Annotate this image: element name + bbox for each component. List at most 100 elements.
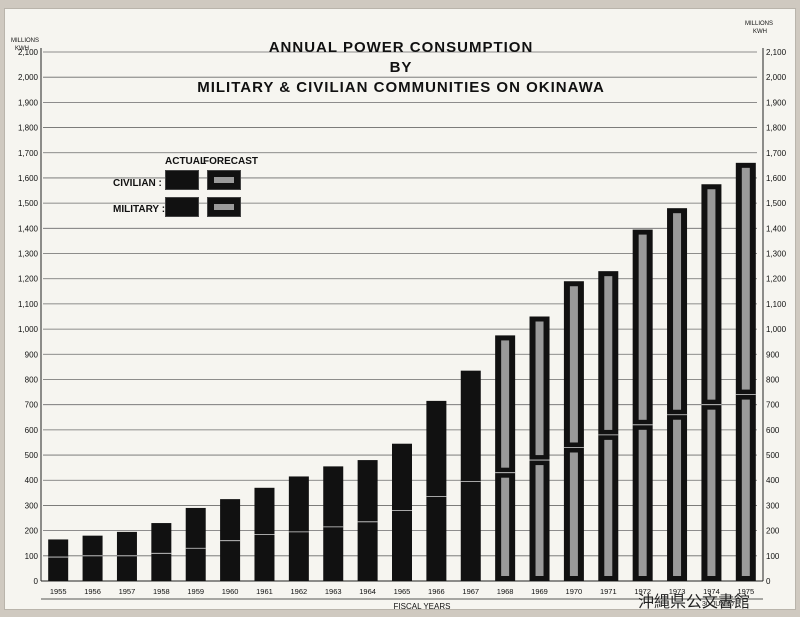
y-tick-label-left: 800	[25, 375, 39, 384]
y-tick-label-right: 600	[766, 426, 780, 435]
x-tick-label: 1972	[634, 587, 651, 596]
bar-civilian-forecast	[501, 340, 510, 468]
y-tick-label-left: 1,800	[18, 124, 39, 133]
y-tick-label-right: 700	[766, 401, 780, 410]
x-tick-label: 1974	[703, 587, 720, 596]
y-tick-label-right: 300	[766, 501, 780, 510]
x-axis-label: FISCAL YEARS	[394, 602, 451, 609]
x-tick-label: 1959	[187, 587, 204, 596]
bar-civilian-forecast	[673, 213, 682, 410]
y-tick-label-left: 500	[25, 451, 39, 460]
legend-actual-header: ACTUAL	[165, 156, 207, 167]
bar-military	[82, 555, 103, 581]
y-tick-label-right: 200	[766, 527, 780, 536]
bar-military	[185, 548, 206, 581]
y-tick-label-left: 0	[34, 577, 39, 586]
y-axis-label-left: MILLIONS	[11, 38, 39, 44]
y-tick-label-left: 2,000	[18, 73, 39, 82]
bar-military	[288, 531, 309, 581]
x-tick-label: 1956	[84, 587, 101, 596]
bar-civilian	[48, 539, 69, 558]
chart-title-line3: MILITARY & CIVILIAN COMMUNITIES ON OKINA…	[197, 79, 605, 96]
x-tick-label: 1964	[359, 587, 376, 596]
y-tick-label-right: 1,000	[766, 325, 787, 334]
archive-watermark: 沖縄県公文書館	[638, 592, 751, 611]
bar-civilian-forecast	[741, 167, 750, 390]
y-tick-label-left: 1,600	[18, 174, 39, 183]
y-axis-label-right-unit: KWH	[753, 29, 767, 35]
bar-military-forecast	[741, 399, 750, 576]
x-tick-label: 1969	[531, 587, 548, 596]
chart-title-line2: BY	[389, 59, 413, 76]
bar-military-forecast	[535, 465, 544, 576]
legend-civilian-label: CIVILIAN :	[113, 178, 162, 189]
bar-military-forecast	[501, 477, 510, 576]
bar-civilian	[151, 523, 172, 554]
bar-civilian	[288, 476, 309, 532]
y-tick-label-right: 2,000	[766, 73, 787, 82]
x-tick-label: 1975	[737, 587, 754, 596]
y-tick-label-right: 1,700	[766, 149, 787, 158]
bar-civilian-forecast	[604, 276, 613, 430]
y-tick-label-right: 1,800	[766, 124, 787, 133]
x-tick-label: 1957	[119, 587, 136, 596]
x-tick-label: 1961	[256, 587, 273, 596]
y-tick-label-right: 1,100	[766, 300, 787, 309]
bar-civilian	[116, 531, 137, 556]
legend-military-label: MILITARY :	[113, 204, 166, 215]
bar-civilian	[254, 487, 275, 535]
date-stamp: 30 JUN 67	[702, 601, 736, 608]
x-tick-label: 1968	[497, 587, 514, 596]
x-tick-label: 1958	[153, 587, 170, 596]
x-tick-label: 1971	[600, 587, 617, 596]
y-tick-label-right: 1,600	[766, 174, 787, 183]
bar-civilian-forecast	[535, 321, 544, 456]
chart-title-line1: ANNUAL POWER CONSUMPTION	[268, 39, 534, 56]
y-tick-label-right: 2,100	[766, 48, 787, 57]
bar-civilian-forecast	[707, 189, 716, 400]
y-tick-label-right: 1,200	[766, 275, 787, 284]
y-tick-label-left: 1,000	[18, 325, 39, 334]
y-tick-label-left: 1,300	[18, 250, 39, 259]
chart-board: 0 100 200 300 400 500 600 700 800 900 1,000 1,100 1,…	[4, 8, 796, 610]
bar-civilian-forecast	[569, 286, 578, 443]
bar-civilian	[323, 466, 344, 527]
bar-military	[48, 557, 69, 581]
x-tick-label: 1966	[428, 587, 445, 596]
y-tick-label-left: 100	[25, 552, 39, 561]
x-tick-label: 1960	[222, 587, 239, 596]
bar-military	[460, 481, 481, 581]
y-tick-label-right: 100	[766, 552, 780, 561]
x-tick-label: 1973	[669, 587, 686, 596]
y-tick-label-right: 800	[766, 375, 780, 384]
x-tick-label: 1955	[50, 587, 67, 596]
bar-military	[426, 496, 447, 581]
bar-military-forecast	[638, 429, 647, 576]
y-tick-label-left: 1,100	[18, 300, 39, 309]
bar-military	[220, 540, 241, 581]
y-tick-label-right: 1,400	[766, 224, 787, 233]
bar-military	[357, 521, 378, 581]
y-tick-label-right: 500	[766, 451, 780, 460]
legend-swatch-military-actual	[165, 197, 199, 217]
legend-swatch-civilian-forecast	[207, 170, 241, 190]
y-tick-label-right: 0	[766, 577, 771, 586]
bar-civilian	[82, 535, 103, 556]
x-tick-label: 1970	[566, 587, 583, 596]
bar-military	[254, 534, 275, 581]
y-tick-label-left: 200	[25, 527, 39, 536]
y-tick-label-right: 1,900	[766, 98, 787, 107]
y-tick-label-left: 300	[25, 501, 39, 510]
y-tick-label-left: 1,500	[18, 199, 39, 208]
bar-civilian	[220, 499, 241, 541]
y-tick-label-left: 1,900	[18, 98, 39, 107]
bar-military	[151, 553, 172, 581]
x-tick-label: 1962	[291, 587, 308, 596]
y-tick-label-left: 700	[25, 401, 39, 410]
legend-forecast-header: FORECAST	[203, 156, 258, 167]
bar-military-forecast	[673, 419, 682, 576]
x-tick-label: 1965	[394, 587, 411, 596]
y-tick-label-left: 1,400	[18, 224, 39, 233]
bar-civilian	[357, 460, 378, 522]
bar-military-forecast	[604, 439, 613, 576]
